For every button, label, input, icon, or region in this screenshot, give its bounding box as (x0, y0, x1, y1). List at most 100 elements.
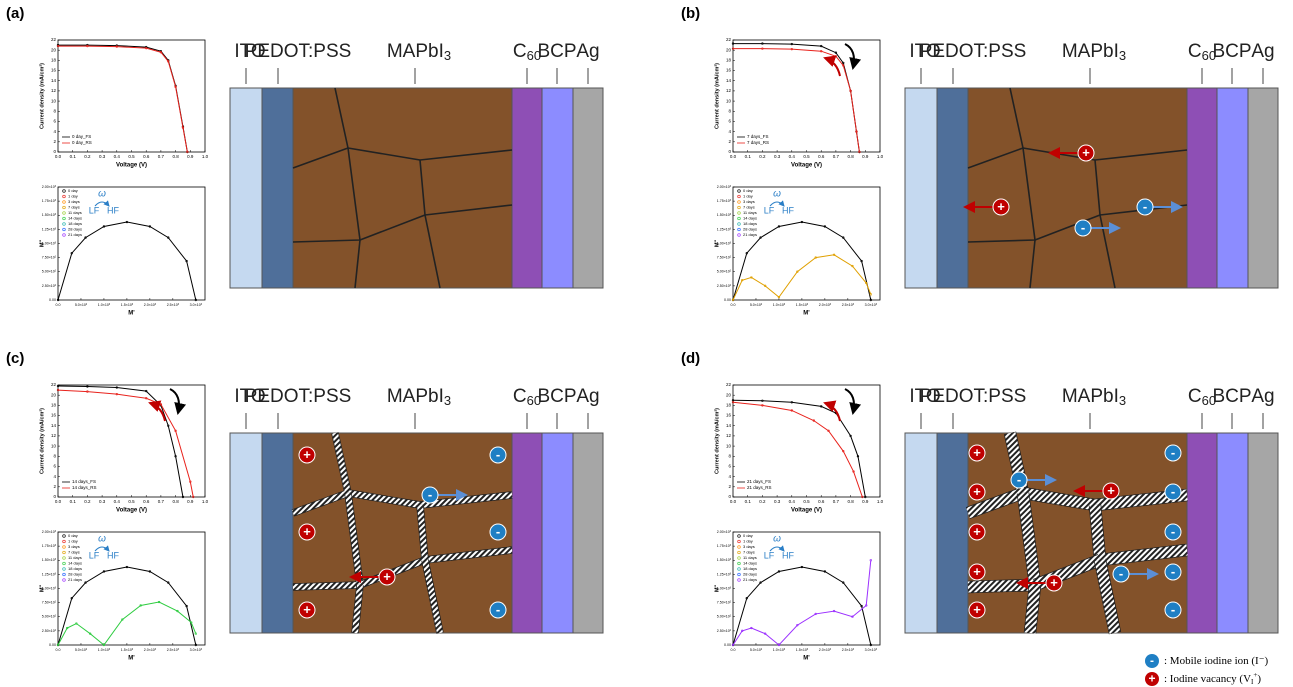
legend-label: 21 days (743, 232, 757, 237)
data-point (731, 298, 735, 302)
ion-marker (298, 523, 316, 541)
x-tick-label: 0.6 (143, 154, 150, 159)
x-axis-title: Voltage (V) (116, 508, 147, 514)
grain-boundary (359, 214, 426, 241)
ion-marker (968, 523, 986, 541)
layer-label-text: C (513, 41, 527, 62)
legend-swatch (62, 561, 66, 566)
data-point (148, 225, 152, 228)
x-tick-label: 3.0×10³ (190, 648, 203, 652)
x-tick-label: 0.1 (70, 499, 77, 504)
x-tick-label: 2.0×10³ (144, 303, 157, 307)
legend-label: 14 days (68, 561, 82, 566)
data-point (777, 643, 781, 647)
data-point (759, 581, 762, 584)
data-point (174, 455, 177, 458)
legend-label: 7 days_RS (747, 140, 769, 145)
ion-symbol: - (496, 447, 500, 462)
layer-label: C60 (1188, 41, 1216, 63)
data-point (102, 225, 106, 228)
data-point (820, 405, 823, 408)
ion-symbol: + (1050, 575, 1058, 590)
legend-swatch (62, 556, 66, 560)
data-point (790, 409, 794, 412)
ion-marker (489, 601, 507, 619)
legend-label: 7 days (68, 205, 80, 210)
hysteresis-arrow (823, 55, 841, 77)
x-axis-title: M' (803, 656, 810, 662)
x-tick-label: 1.0×10³ (773, 303, 786, 307)
data-point (181, 126, 185, 129)
data-point (740, 629, 744, 633)
legend-swatch (62, 550, 66, 555)
y-tick-label: 1.00×10³ (717, 586, 732, 590)
legend-swatch (737, 200, 741, 204)
x-tick-label: 0.0 (56, 303, 61, 307)
x-tick-label: 1.0 (877, 499, 884, 504)
data-point (194, 643, 198, 647)
y-tick-label: 1.00×10³ (717, 241, 732, 245)
legend-swatch (737, 561, 741, 566)
x-axis-title: Voltage (V) (791, 163, 822, 169)
data-point (84, 236, 87, 239)
data-point (834, 51, 838, 54)
layer-label-text: ITO (909, 41, 940, 62)
ion-symbol: - (1171, 445, 1175, 460)
data-point (861, 495, 864, 499)
y-tick-label: 20 (726, 47, 732, 52)
x-tick-label: 0.4 (114, 154, 121, 159)
data-point (194, 298, 198, 302)
data-point (148, 570, 152, 573)
layer-label-text: PEDOT:PSS (920, 41, 1027, 62)
device-layer (292, 432, 513, 634)
x-axis-title: M' (803, 311, 810, 317)
layer-label: PEDOT:PSS (920, 41, 1027, 62)
data-point (761, 404, 764, 407)
data-point (823, 225, 827, 228)
y-tick-label: 0 (728, 149, 731, 154)
x-tick-label: 0.0 (731, 648, 736, 652)
data-line (732, 221, 872, 301)
ion-marker (968, 483, 986, 501)
legend-label: 28 days (743, 227, 757, 232)
legend-label: 18 days (68, 566, 82, 571)
legend-label: 0 day (743, 188, 753, 193)
y-tick-label: 10 (726, 443, 732, 448)
layer-label: ITO (909, 386, 940, 407)
y-tick-label: 12 (726, 88, 732, 93)
ion-marker (968, 601, 986, 619)
x-tick-label: 0.3 (99, 154, 106, 159)
y-tick-label: 8 (728, 453, 731, 458)
data-point (190, 621, 193, 624)
legend-label: 0 day (68, 533, 78, 538)
y-tick-label: 2.00×10³ (42, 530, 57, 534)
legend-label: 0 day (743, 533, 753, 538)
legend-swatch (737, 222, 741, 226)
x-tick-label: 5.0×10² (750, 648, 763, 652)
y-tick-label: 20 (51, 392, 57, 397)
x-tick-label: 1.0×10³ (98, 648, 111, 652)
legend-label: : Mobile iodine ion (I⁻) (1164, 655, 1269, 667)
ion-symbol: + (973, 524, 981, 539)
layer-label-text: MAPbI (1062, 386, 1119, 407)
legend-label: 7 days_FS (747, 134, 769, 139)
ion-marker (1112, 565, 1130, 583)
panel-label: (a) (6, 5, 24, 22)
x-tick-label: 2.0×10³ (819, 303, 832, 307)
data-point (842, 64, 845, 67)
device-layer (1186, 87, 1218, 289)
x-tick-label: 2.0×10³ (144, 648, 157, 652)
annotation: ω (98, 189, 106, 200)
ion-marker (1164, 483, 1182, 501)
annotation: HF (782, 550, 794, 560)
annotation: ω (773, 189, 781, 200)
layer-label: MAPbI3 (1062, 41, 1126, 63)
layer-label-text: ITO (234, 41, 265, 62)
data-point (759, 236, 762, 239)
annotation: HF (782, 205, 794, 215)
ion-symbol: + (1107, 483, 1115, 498)
legend-swatch (737, 233, 741, 237)
x-tick-label: 0.9 (187, 154, 194, 159)
legend-swatch (62, 211, 66, 215)
